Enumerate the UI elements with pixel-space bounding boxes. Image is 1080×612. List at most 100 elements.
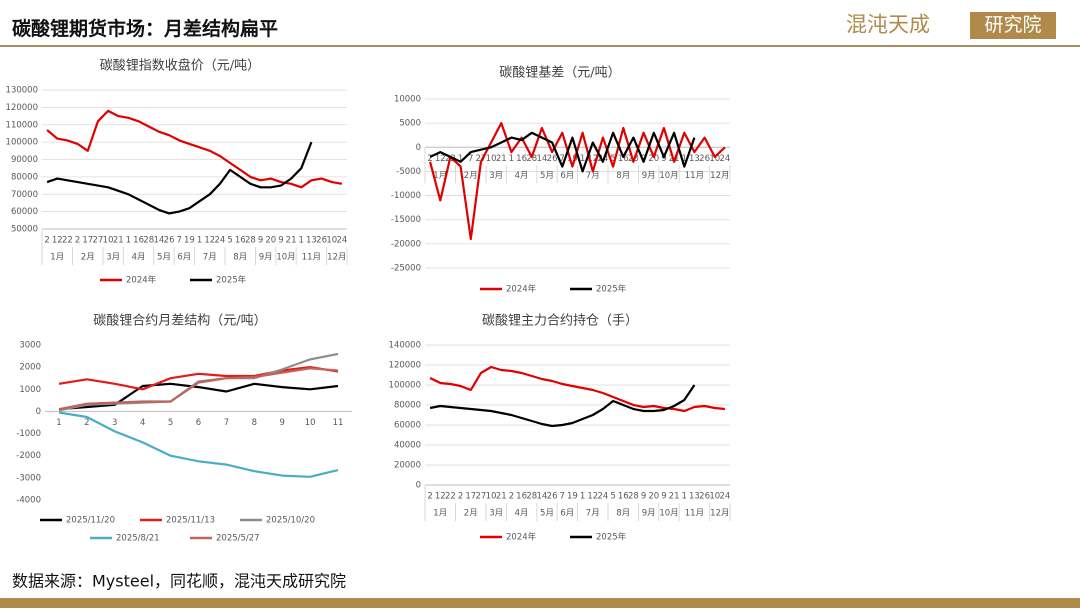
logo-box-text: 研究院	[984, 14, 1041, 36]
x-tick-label: 2	[84, 418, 89, 428]
x-tick-label: 28	[526, 492, 537, 502]
y-tick-label: 90000	[11, 155, 38, 165]
x-group-label: 12月	[710, 509, 729, 519]
series-line	[429, 122, 726, 241]
y-tick-label: 100000	[389, 381, 421, 391]
chart-title: 碳酸锂主力合约持仓（手）	[482, 314, 638, 329]
x-tick-label: 7	[560, 154, 565, 164]
x-group-label: 11月	[685, 171, 704, 181]
x-tick-label: 9	[258, 236, 263, 246]
x-tick-label: 10	[709, 492, 720, 502]
x-tick-label: 5	[610, 154, 615, 164]
x-tick-label: 26	[164, 236, 175, 246]
x-tick-label: 26	[699, 492, 710, 502]
x-group-label: 6月	[560, 171, 574, 181]
legend-label: 2025/8/21	[116, 534, 160, 544]
x-group-label: 10月	[659, 509, 678, 519]
x-group-label: 8月	[233, 253, 247, 263]
y-tick-label: 0	[36, 407, 41, 417]
x-group-label: 1月	[50, 253, 64, 263]
x-group-label: 4月	[515, 171, 529, 181]
x-tick-label: 16	[133, 236, 144, 246]
logo-name: 混沌天成	[846, 13, 930, 37]
x-tick-label: 16	[235, 236, 246, 246]
series-line	[429, 384, 696, 428]
legend-label: 2024年	[506, 284, 537, 295]
x-group-label: 2月	[81, 253, 95, 263]
x-group-label: 7月	[203, 253, 217, 263]
x-group-label: 3月	[489, 171, 503, 181]
x-tick-label: 27	[93, 236, 104, 246]
y-tick-label: 10000	[394, 95, 421, 105]
y-tick-label: 60000	[11, 207, 38, 217]
y-tick-label: 140000	[389, 341, 421, 351]
x-group-label: 6月	[560, 509, 574, 519]
y-tick-label: 20000	[394, 461, 421, 471]
x-tick-label: 10	[486, 492, 497, 502]
x-tick-label: 16	[618, 154, 629, 164]
x-tick-label: 24	[720, 492, 731, 502]
series-line	[58, 411, 339, 478]
y-tick-label: 130000	[6, 86, 38, 96]
x-group-label: 12月	[327, 253, 346, 263]
x-tick-label: 1	[458, 154, 463, 164]
x-tick-label: 9	[278, 236, 283, 246]
x-tick-label: 7	[224, 418, 229, 428]
x-tick-label: 26	[547, 154, 558, 164]
x-tick-label: 10	[709, 154, 720, 164]
x-tick-label: 28	[526, 154, 537, 164]
footer-bar	[0, 598, 1080, 608]
y-tick-label: -1000	[16, 429, 41, 439]
x-tick-label: 1	[126, 236, 131, 246]
x-tick-label: 5	[168, 418, 173, 428]
legend-label: 2024年	[506, 532, 537, 543]
x-tick-label: 13	[689, 154, 700, 164]
x-tick-label: 27	[476, 492, 487, 502]
y-tick-label: 40000	[394, 441, 421, 451]
logo-box	[970, 12, 1056, 39]
y-tick-label: 80000	[394, 401, 421, 411]
x-group-label: 11月	[685, 509, 704, 519]
x-group-label: 8月	[616, 509, 630, 519]
x-tick-label: 2	[44, 236, 49, 246]
x-group-label: 4月	[515, 509, 529, 519]
x-tick-label: 7	[468, 154, 473, 164]
x-tick-label: 26	[547, 492, 558, 502]
x-tick-label: 2	[427, 154, 432, 164]
x-tick-label: 2	[509, 492, 514, 502]
legend-label: 2025年	[596, 284, 627, 295]
x-group-label: 7月	[586, 171, 600, 181]
x-tick-label: 19	[567, 154, 578, 164]
x-tick-label: 2	[75, 236, 80, 246]
x-tick-label: 12	[204, 236, 215, 246]
x-tick-label: 26	[699, 154, 710, 164]
x-tick-label: 17	[465, 492, 476, 502]
x-tick-label: 2	[458, 492, 463, 502]
x-tick-label: 3	[112, 418, 117, 428]
x-tick-label: 1	[580, 154, 585, 164]
x-tick-label: 10	[103, 236, 114, 246]
y-tick-label: -15000	[391, 215, 421, 225]
x-tick-label: 21	[669, 492, 680, 502]
x-tick-label: 24	[720, 154, 731, 164]
y-tick-label: -2000	[16, 451, 41, 461]
x-group-label: 5月	[157, 253, 171, 263]
x-group-label: 9月	[259, 253, 273, 263]
x-group-label: 8月	[616, 171, 630, 181]
x-tick-label: 16	[516, 492, 527, 502]
x-tick-label: 6	[196, 418, 201, 428]
legend-label: 2025年	[596, 532, 627, 543]
x-tick-label: 19	[567, 492, 578, 502]
x-tick-label: 11	[333, 418, 344, 428]
x-tick-label: 10	[486, 154, 497, 164]
y-tick-label: 0	[416, 481, 421, 491]
x-tick-label: 22	[62, 236, 73, 246]
x-tick-label: 20	[265, 236, 276, 246]
x-tick-label: 16	[516, 154, 527, 164]
x-tick-label: 21	[113, 236, 124, 246]
y-tick-label: -10000	[391, 191, 421, 201]
x-group-label: 2月	[464, 509, 478, 519]
y-tick-label: -20000	[391, 239, 421, 249]
x-group-label: 12月	[710, 171, 729, 181]
legend-label: 2025/5/27	[216, 534, 260, 544]
